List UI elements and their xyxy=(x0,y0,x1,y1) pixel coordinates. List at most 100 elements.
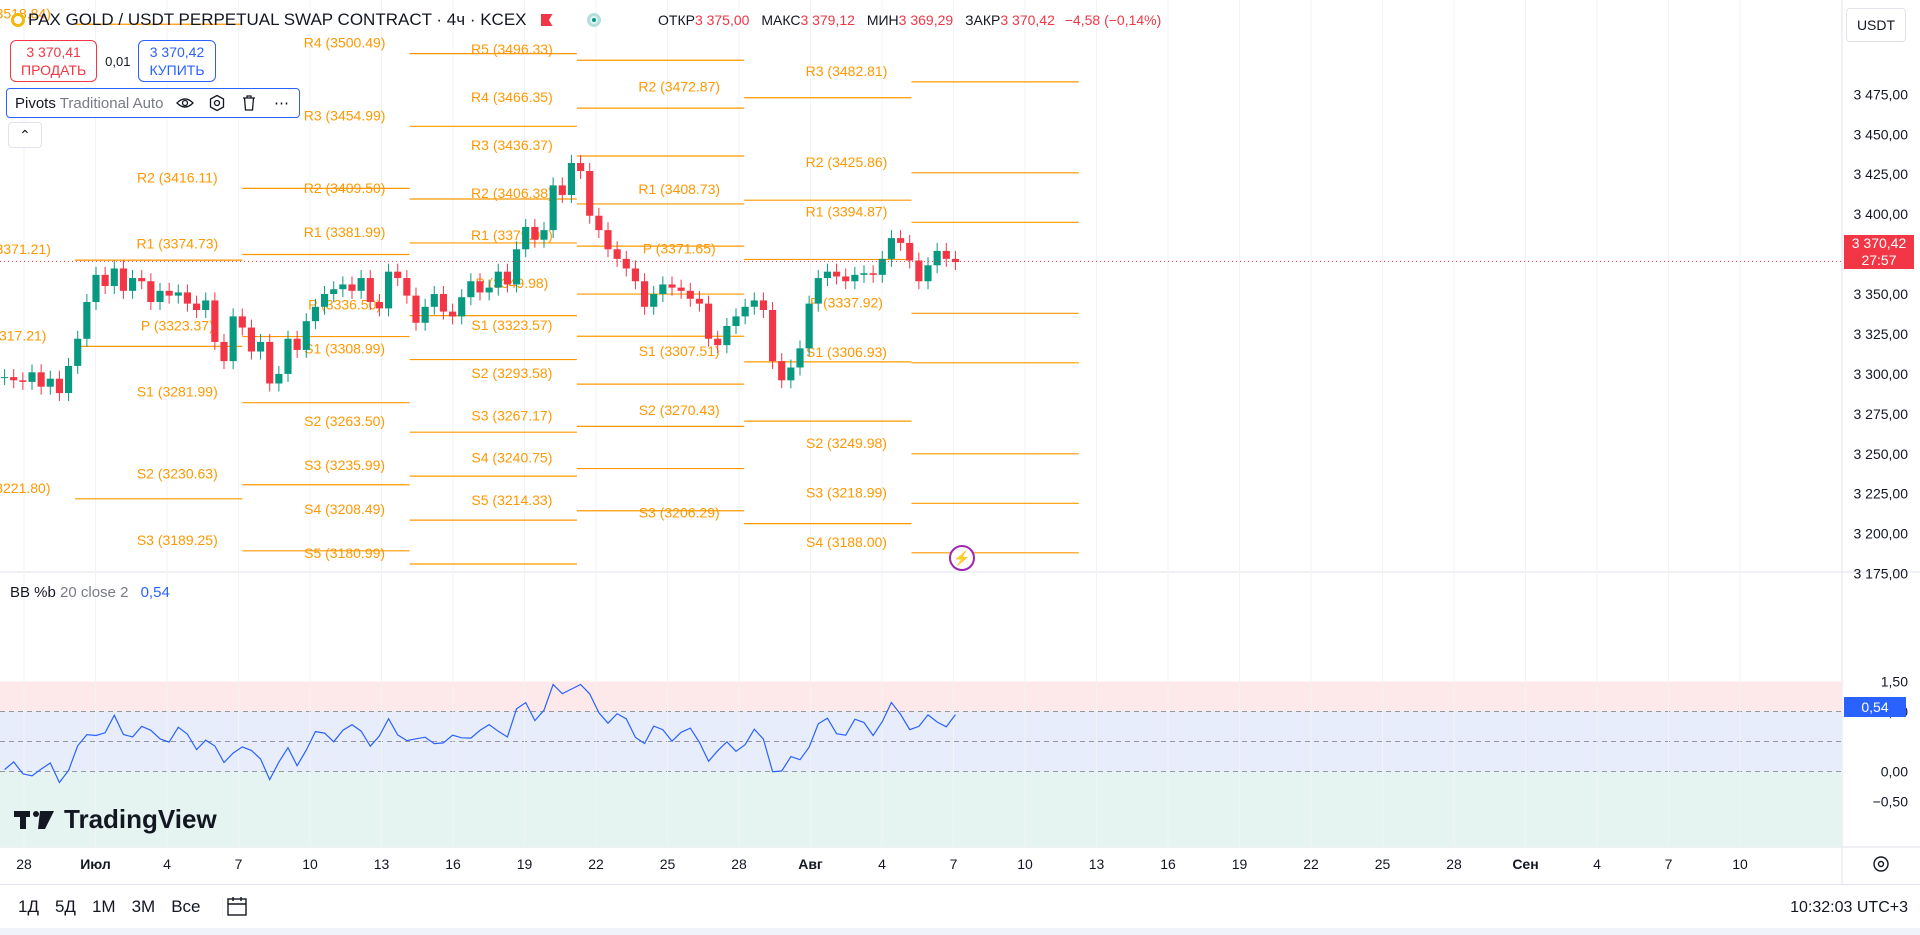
pivot-label: S2 (3270.43) xyxy=(639,402,720,418)
low-value: 3 369,29 xyxy=(898,12,954,28)
candle-body xyxy=(101,274,109,287)
flag-icon[interactable] xyxy=(540,14,553,26)
pivot-label: R2 (3472.87) xyxy=(638,79,720,95)
time-tick-label: 28 xyxy=(731,856,747,872)
sell-price: 3 370,41 xyxy=(26,44,81,60)
chevron-up-icon: ⌃ xyxy=(19,126,31,143)
time-tick-label: 13 xyxy=(1089,856,1105,872)
candle-body xyxy=(567,163,575,195)
lightning-icon[interactable]: ⚡ xyxy=(949,545,975,571)
trash-icon[interactable] xyxy=(239,93,259,113)
collapse-legend-button[interactable]: ⌃ xyxy=(8,122,42,148)
coin-logo-icon xyxy=(8,10,28,30)
axis-settings-icon[interactable] xyxy=(1870,853,1892,875)
time-tick-label: 4 xyxy=(163,856,171,872)
candle-body xyxy=(650,294,658,307)
pivot-label: R2 (3406.38) xyxy=(471,185,553,201)
spread-value: 0,01 xyxy=(105,53,131,69)
pivot-label: R1 (3374.73) xyxy=(136,236,218,252)
candle-body xyxy=(878,258,886,275)
candle-body xyxy=(83,302,91,339)
candle-body xyxy=(833,271,841,277)
candle-body xyxy=(92,274,100,303)
tradingview-logo[interactable]: TradingView xyxy=(14,804,217,835)
high-key: МАКС xyxy=(761,12,801,28)
bb-legend[interactable]: BB %b 20 close 2 0,54 xyxy=(10,584,170,601)
candle-body xyxy=(65,365,73,394)
candle-body xyxy=(823,271,831,279)
candle-body xyxy=(412,295,420,323)
time-tick-label: 10 xyxy=(302,856,318,872)
time-tick-label: 22 xyxy=(1303,856,1319,872)
candle-body xyxy=(714,338,722,346)
candle-body xyxy=(467,281,475,298)
candle-body xyxy=(933,250,941,266)
candle-body xyxy=(485,287,493,293)
symbol-title[interactable]: PAX GOLD / USDT PERPETUAL SWAP CONTRACT … xyxy=(28,10,527,29)
range-5d-button[interactable]: 5Д xyxy=(54,897,76,916)
pivot-label: P (3371.65) xyxy=(643,240,716,256)
pivots-args: Traditional Auto xyxy=(59,94,164,112)
candle-body xyxy=(750,300,758,307)
candle-body xyxy=(366,278,374,303)
buy-label: КУПИТЬ xyxy=(149,62,205,78)
pivot-label: R3 (3454.99) xyxy=(304,107,386,123)
candle-body xyxy=(284,338,292,374)
currency-selector[interactable]: USDT xyxy=(1846,8,1906,42)
pivot-label: P (3323.37) xyxy=(141,318,214,334)
buy-button[interactable]: 3 370,42 КУПИТЬ xyxy=(138,40,216,82)
pivot-label: R3 (3436.37) xyxy=(471,137,553,153)
candle-body xyxy=(449,311,457,317)
time-tick-label: 19 xyxy=(517,856,533,872)
watermark-text: TradingView xyxy=(64,804,217,834)
pivot-label: R3 (3482.81) xyxy=(806,63,888,79)
pivot-label: S1 (3306.93) xyxy=(806,344,887,360)
time-tick-label: 25 xyxy=(1375,856,1391,872)
candle-body xyxy=(942,250,950,259)
range-all-button[interactable]: Все xyxy=(171,897,201,916)
eye-icon[interactable] xyxy=(175,93,195,113)
pivot-label: S1 (3307.51) xyxy=(639,343,720,359)
candle-body xyxy=(577,163,585,172)
bb-tick-label: 0,00 xyxy=(1881,764,1908,780)
symbol-header[interactable]: PAX GOLD / USDT PERPETUAL SWAP CONTRACT … xyxy=(8,10,601,30)
candle-body xyxy=(622,258,630,269)
calendar-icon[interactable] xyxy=(222,895,248,919)
candle-body xyxy=(677,287,685,291)
candle-body xyxy=(869,273,877,275)
close-key: ЗАКР xyxy=(965,12,1001,28)
last-price-tag: 3 370,42 27:57 xyxy=(1844,235,1914,269)
status-dot-icon[interactable] xyxy=(586,13,601,27)
price-tick-label: 3 400,00 xyxy=(1854,206,1909,222)
pivot-label: R1 (3381.99) xyxy=(304,224,386,240)
more-icon[interactable]: ⋯ xyxy=(273,95,289,112)
range-1d-button[interactable]: 1Д xyxy=(18,897,39,916)
pivot-label: S5 (3214.33) xyxy=(471,492,552,508)
clock-readout[interactable]: 10:32:03 UTC+3 xyxy=(1790,899,1908,916)
pivot-label: S5 (3180.99) xyxy=(304,545,385,561)
pivots-legend[interactable]: Pivots Traditional Auto ⋯ xyxy=(6,88,301,118)
candle-body xyxy=(183,292,191,304)
time-tick-label: Авг xyxy=(798,856,823,872)
candle-body xyxy=(55,378,63,394)
settings-icon[interactable] xyxy=(207,93,227,113)
bb-args: 20 close 2 xyxy=(60,584,129,601)
pivot-label: S3 (3189.25) xyxy=(137,532,218,548)
sell-button[interactable]: 3 370,41 ПРОДАТЬ xyxy=(10,40,98,82)
range-3m-button[interactable]: 3М xyxy=(131,897,156,916)
candle-body xyxy=(769,309,777,362)
pivot-label: R1 (3371.21) xyxy=(0,241,51,257)
time-tick-label: 28 xyxy=(1446,856,1462,872)
time-tick-label: 4 xyxy=(1593,856,1601,872)
candle-body xyxy=(805,303,813,349)
time-tick-label: Сен xyxy=(1512,856,1538,872)
pivot-label: S4 (3208.49) xyxy=(304,501,385,517)
candle-body xyxy=(631,268,639,282)
time-tick-label: Июл xyxy=(80,856,111,872)
range-1m-button[interactable]: 1М xyxy=(91,897,116,916)
price-tick-label: 3 300,00 xyxy=(1854,366,1909,382)
candle-body xyxy=(247,327,255,352)
candle-body xyxy=(238,316,246,328)
candle-body xyxy=(531,226,539,240)
